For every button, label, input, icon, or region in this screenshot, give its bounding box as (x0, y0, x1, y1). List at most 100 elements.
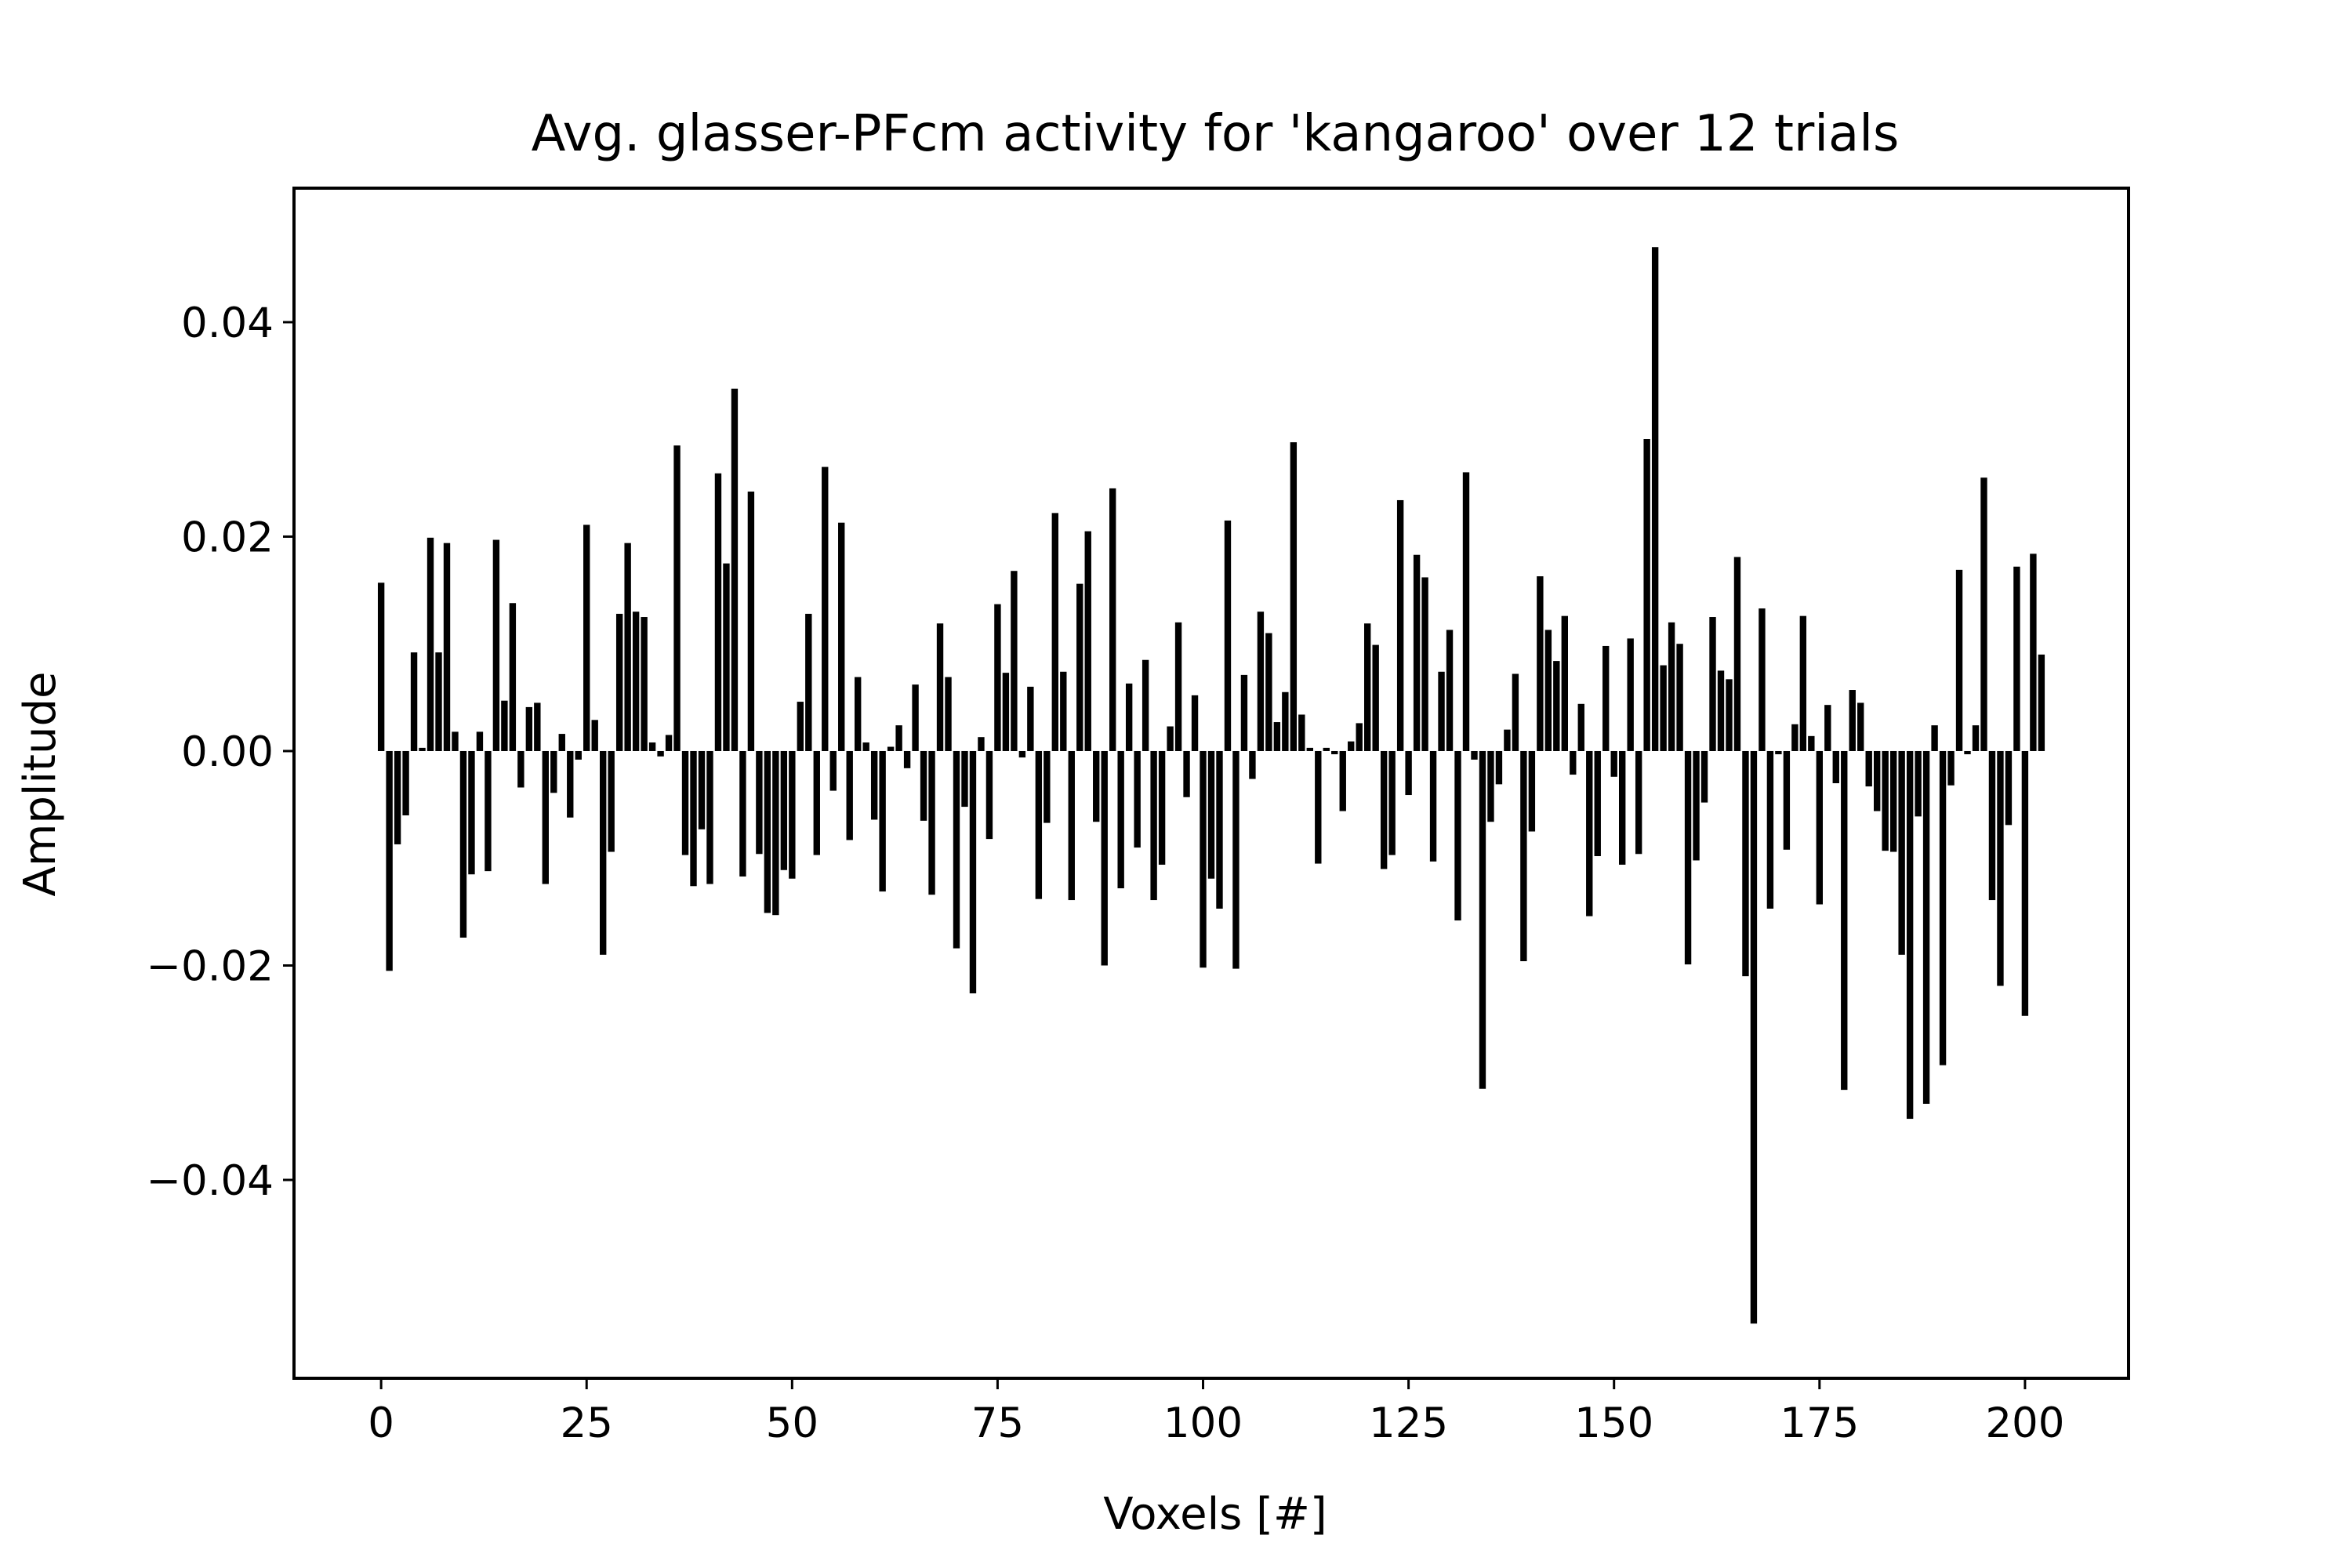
bar (1306, 747, 1313, 751)
bar (2013, 566, 2020, 751)
bar (895, 725, 902, 751)
bar (731, 388, 739, 751)
bar (509, 603, 517, 751)
bar (542, 750, 549, 884)
bar (1610, 750, 1617, 777)
bar (1684, 750, 1692, 965)
bar (1174, 622, 1182, 751)
bar (1257, 612, 1265, 751)
bar (1372, 644, 1379, 751)
bar (1882, 750, 1889, 851)
bar (690, 750, 697, 887)
bar (575, 750, 582, 760)
bar (1972, 725, 1980, 751)
bar (1759, 608, 1766, 751)
bar (797, 702, 804, 751)
bar (1544, 630, 1552, 751)
y-tick-label: 0.04 (181, 299, 274, 347)
y-tick-label: 0.02 (181, 514, 274, 561)
bar (492, 539, 500, 751)
bar (1726, 679, 1733, 751)
bar (1931, 725, 1938, 751)
bar (1134, 750, 1141, 848)
bar (1889, 750, 1897, 852)
bar (1783, 750, 1791, 850)
bar (468, 750, 475, 875)
x-tick-label: 0 (368, 1399, 394, 1447)
bar (764, 750, 771, 913)
bar (1044, 750, 1051, 823)
bar (1117, 750, 1124, 889)
bar (862, 742, 869, 751)
x-axis-ticks: 0 25 50 75 100 125 150 175 200 (368, 1378, 2064, 1447)
bar (657, 750, 664, 757)
bar (2038, 654, 2045, 751)
bar (2005, 750, 2013, 826)
bar (978, 737, 985, 751)
bar (1906, 750, 1914, 1120)
x-tick-label: 175 (1780, 1399, 1859, 1447)
bar (1775, 750, 1782, 755)
bar (805, 613, 812, 751)
bar (608, 750, 615, 852)
bar (1438, 671, 1445, 751)
bar (452, 731, 459, 751)
x-tick-label: 100 (1163, 1399, 1243, 1447)
bar (615, 613, 623, 751)
bar (648, 742, 656, 751)
bar (1594, 750, 1601, 856)
bar (600, 750, 607, 955)
y-axis-label: Amplitude (15, 672, 66, 897)
bar (1733, 557, 1741, 751)
bar (681, 750, 689, 855)
bar (1273, 722, 1281, 751)
bar (1315, 750, 1322, 864)
bar (706, 750, 713, 884)
bar (1709, 617, 1716, 751)
bar (435, 652, 442, 751)
bar (426, 537, 434, 751)
x-tick-label: 200 (1985, 1399, 2064, 1447)
bar (920, 750, 927, 821)
bar (673, 445, 681, 751)
bar (1750, 750, 1758, 1324)
y-tick-label: −0.02 (147, 942, 274, 990)
bar (1076, 583, 1083, 751)
bar (887, 746, 895, 751)
bar (1323, 747, 1330, 751)
bar (443, 543, 451, 751)
bar (789, 750, 796, 879)
bar (1084, 531, 1091, 751)
bar (1520, 750, 1527, 962)
bar (1693, 750, 1700, 861)
bar (1388, 750, 1396, 855)
bar (1874, 750, 1881, 811)
bar (1216, 750, 1223, 909)
bar (879, 750, 886, 892)
bar (1101, 750, 1108, 966)
bar (1183, 750, 1190, 797)
bar (994, 604, 1001, 751)
bar (1150, 750, 1157, 901)
bar (1405, 750, 1412, 796)
bar (1602, 645, 1610, 751)
bar (698, 750, 706, 829)
bar (1068, 750, 1075, 901)
bar (567, 750, 574, 818)
bar (1224, 520, 1232, 751)
bar (1446, 630, 1454, 751)
bar (747, 492, 755, 751)
bar (1964, 750, 1971, 755)
x-tick-label: 50 (766, 1399, 818, 1447)
bar (402, 750, 409, 816)
bar (1413, 554, 1421, 751)
bar (1331, 750, 1338, 755)
bar (846, 750, 853, 840)
bar (665, 735, 673, 751)
bar (1668, 622, 1675, 751)
bar (1528, 750, 1536, 832)
bars-group (377, 247, 2045, 1324)
chart-title: Avg. glasser-PFcm activity for 'kangaroo… (532, 105, 1900, 163)
bar (1421, 577, 1428, 751)
bar (1857, 702, 1864, 751)
